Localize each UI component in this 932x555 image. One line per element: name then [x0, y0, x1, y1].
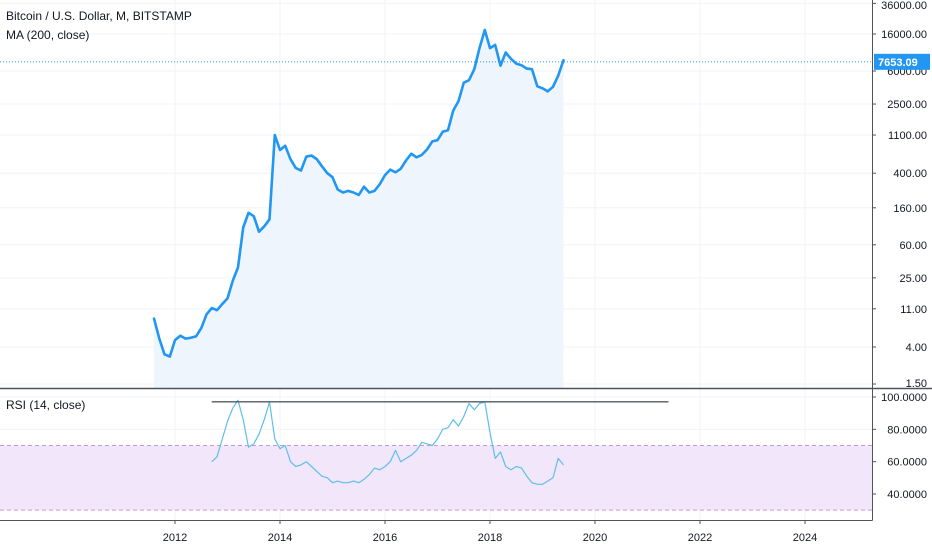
price-line[interactable] — [152, 28, 565, 358]
time-axis[interactable]: 2012 2014 2016 2018 2020 2022 2024 — [163, 520, 817, 544]
symbol-title[interactable]: Bitcoin / U.S. Dollar, M, BITSTAMP — [6, 9, 192, 23]
time-tick-label: 2018 — [478, 532, 502, 544]
time-tick-label: 2022 — [688, 532, 712, 544]
price-tick-label: 400.00 — [893, 168, 927, 180]
price-tick-label: 16000.00 — [881, 29, 927, 41]
price-tick-label: 4.00 — [906, 342, 927, 354]
price-tick-label: 36000.00 — [881, 0, 927, 12]
rsi-tick-label: 40.0000 — [887, 489, 927, 501]
price-tick-label: 11.00 — [900, 304, 927, 316]
time-tick-label: 2014 — [268, 532, 292, 544]
rsi-axis[interactable]: 100.0000 80.0000 60.0000 40.0000 — [872, 392, 927, 501]
rsi-tick-label: 100.0000 — [881, 392, 927, 404]
price-tick-label: 1.50 — [906, 378, 927, 390]
last-price-badge — [874, 53, 930, 70]
time-tick-label: 2016 — [373, 532, 397, 544]
rsi-tick-label: 80.0000 — [887, 424, 927, 436]
price-tick-label: 160.00 — [893, 203, 927, 215]
price-axis[interactable]: 1.50 4.00 11.00 25.00 60.00 160.00 400.00 1100.… — [872, 0, 927, 390]
rsi-band — [0, 445, 872, 511]
price-tick-label: 2500.00 — [887, 99, 927, 111]
price-tick-label: 25.00 — [899, 273, 927, 285]
price-tick-label: 1100.00 — [888, 130, 927, 142]
price-area-fill — [154, 30, 564, 388]
price-tick-label: 60.00 — [899, 240, 927, 252]
rsi-line[interactable] — [211, 399, 564, 485]
ma-indicator-label[interactable]: MA (200, close) — [6, 28, 90, 42]
rsi-indicator-label[interactable]: RSI (14, close) — [6, 398, 86, 412]
time-tick-label: 2024 — [793, 532, 817, 544]
time-tick-label: 2020 — [583, 532, 607, 544]
time-tick-label: 2012 — [163, 532, 187, 544]
last-price-label: 7653.09 — [878, 57, 918, 69]
rsi-tick-label: 60.0000 — [887, 457, 927, 469]
